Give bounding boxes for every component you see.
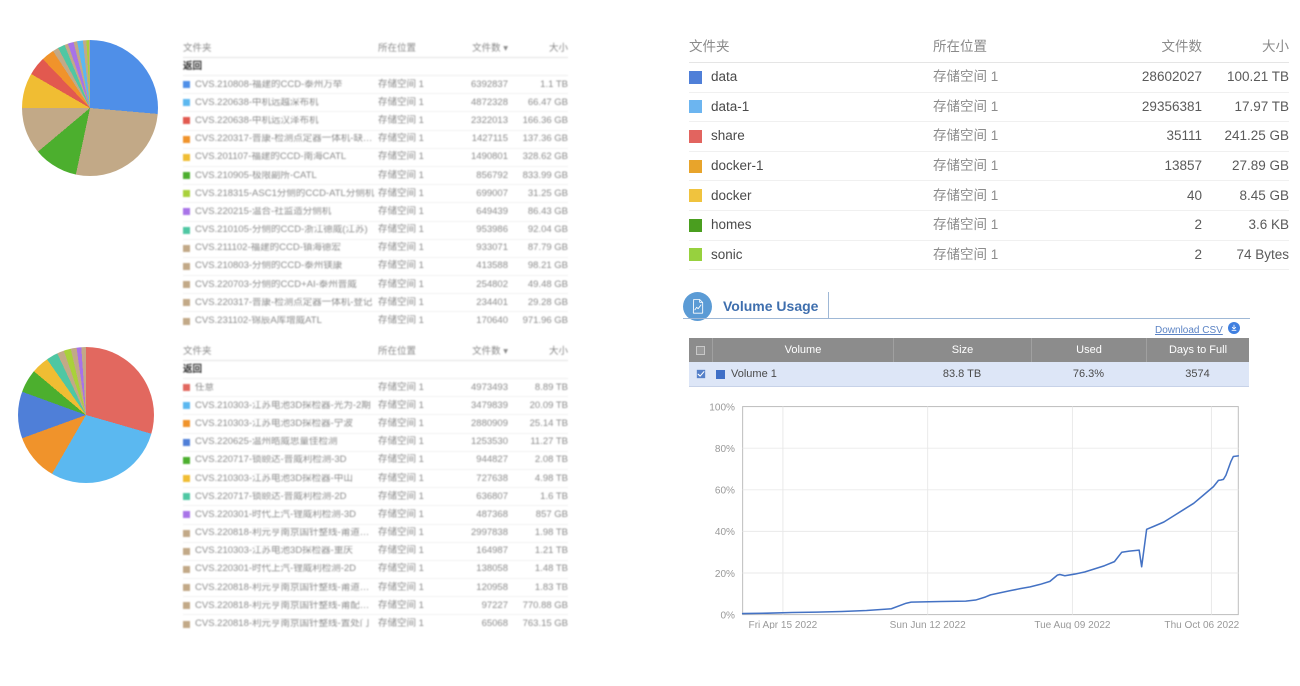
svg-text:80%: 80% <box>715 444 735 455</box>
svg-text:0%: 0% <box>720 610 735 621</box>
svg-text:Thu Oct 06 2022: Thu Oct 06 2022 <box>1164 620 1239 629</box>
svg-text:60%: 60% <box>715 486 735 497</box>
svg-text:40%: 40% <box>715 527 735 538</box>
svg-text:Fri Apr 15 2022: Fri Apr 15 2022 <box>749 620 818 629</box>
svg-text:100%: 100% <box>709 402 735 413</box>
svg-text:Tue Aug 09 2022: Tue Aug 09 2022 <box>1034 620 1111 629</box>
svg-text:Sun Jun 12 2022: Sun Jun 12 2022 <box>890 620 966 629</box>
svg-text:20%: 20% <box>715 569 735 580</box>
